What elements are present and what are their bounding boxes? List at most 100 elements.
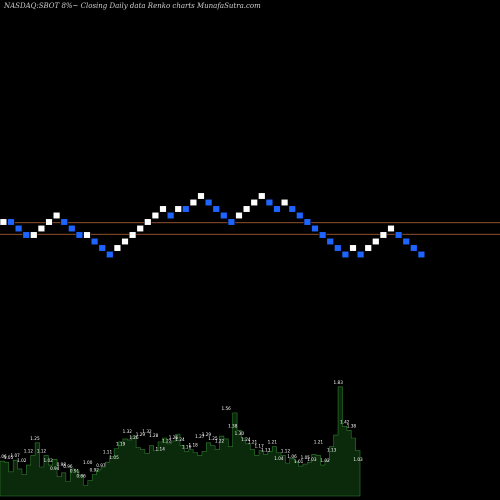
volume-label: 1.25 — [208, 436, 218, 441]
volume-label: 1.01 — [294, 459, 304, 464]
volume-labels: 1.061.051.071.021.121.251.121.020.940.98… — [0, 380, 363, 479]
renko-brick-up — [364, 244, 372, 252]
volume-label: 1.28 — [149, 433, 159, 438]
renko-brick-up — [144, 218, 152, 226]
volume-label: 1.21 — [314, 440, 324, 445]
volume-label: 1.42 — [340, 419, 350, 424]
volume-label: 1.83 — [334, 380, 344, 385]
volume-label: 0.91 — [70, 469, 80, 474]
volume-label: 1.04 — [274, 456, 284, 461]
volume-label: 1.38 — [347, 423, 357, 428]
renko-brick-down — [22, 231, 30, 239]
renko-brick-up — [174, 205, 182, 213]
renko-brick-up — [136, 224, 144, 233]
volume-label: 1.12 — [24, 448, 34, 453]
volume-label: 1.25 — [30, 436, 40, 441]
volume-label: 1.05 — [301, 455, 311, 460]
renko-brick-down — [296, 211, 304, 220]
renko-brick-down — [60, 218, 68, 226]
chart-title: NASDAQ:SBOT 8%~ Closing Daily data Renko… — [4, 2, 261, 10]
renko-brick-down — [265, 198, 274, 207]
renko-brick-up — [45, 218, 53, 226]
renko-brick-up — [52, 211, 61, 220]
volume-label: 1.27 — [195, 434, 205, 439]
volume-label: 0.96 — [63, 464, 73, 469]
renko-brick-down — [334, 244, 342, 252]
renko-brick-down — [98, 244, 106, 252]
renko-brick-down — [75, 231, 84, 239]
renko-brick-up — [379, 231, 388, 239]
volume-area — [0, 386, 361, 497]
volume-label: 1.12 — [37, 448, 47, 453]
renko-brick-down — [318, 231, 327, 239]
volume-label: 0.86 — [76, 474, 86, 479]
renko-brick-up — [197, 192, 205, 200]
renko-brick-up — [235, 211, 243, 220]
volume-label: 1.22 — [162, 439, 172, 444]
volume-label: 1.06 — [287, 454, 297, 459]
renko-brick-up — [151, 211, 160, 220]
renko-brick-down — [303, 218, 312, 226]
volume-label: 1.29 — [136, 432, 146, 437]
volume-label: 1.24 — [241, 437, 251, 442]
renko-brick-down — [90, 237, 99, 246]
renko-brick-down — [106, 250, 114, 259]
volume-label: 1.21 — [248, 440, 258, 445]
volume-label: 1.30 — [235, 431, 245, 436]
renko-brick-up — [37, 224, 46, 233]
renko-brick-down — [341, 250, 350, 259]
volume-label: 1.13 — [261, 447, 271, 452]
renko-brick-up — [189, 198, 198, 207]
renko-bricks — [0, 192, 426, 259]
volume-label: 1.06 — [0, 454, 7, 459]
volume-label: 1.26 — [129, 435, 139, 440]
volume-label: 1.19 — [116, 442, 126, 447]
volume-label: 1.02 — [320, 458, 330, 463]
renko-brick-up — [113, 244, 122, 252]
renko-brick-down — [204, 198, 213, 207]
volume-label: 1.16 — [182, 445, 192, 450]
volume-label: 1.11 — [103, 449, 113, 454]
volume-label: 1.02 — [43, 458, 53, 463]
renko-brick-down — [68, 224, 76, 233]
volume-label: 1.02 — [17, 458, 27, 463]
volume-label: 1.05 — [4, 455, 14, 460]
renko-brick-down — [356, 250, 365, 259]
renko-brick-down — [410, 244, 418, 252]
renko-brick-up — [372, 237, 380, 246]
renko-brick-up — [349, 244, 357, 252]
volume-panel — [0, 386, 361, 497]
renko-brick-up — [387, 224, 395, 233]
renko-brick-up — [121, 237, 129, 246]
renko-brick-down — [417, 250, 426, 259]
volume-label: 1.00 — [83, 460, 93, 465]
renko-brick-down — [166, 211, 175, 220]
volume-label: 1.07 — [11, 453, 21, 458]
volume-label: 0.98 — [57, 462, 67, 467]
volume-label: 0.97 — [96, 463, 106, 468]
volume-label: 1.22 — [215, 439, 225, 444]
volume-label: 1.56 — [221, 406, 231, 411]
volume-label: 1.38 — [228, 423, 238, 428]
volume-label: 1.12 — [281, 448, 291, 453]
renko-brick-up — [258, 192, 266, 200]
renko-brick-up — [242, 205, 251, 213]
renko-brick-up — [83, 231, 91, 239]
volume-label: 1.32 — [142, 429, 152, 434]
volume-label: 1.32 — [123, 429, 133, 434]
volume-label: 1.03 — [353, 457, 363, 462]
volume-label: 1.05 — [109, 455, 119, 460]
renko-brick-down — [394, 231, 403, 239]
renko-brick-up — [159, 205, 167, 213]
renko-brick-up — [250, 198, 258, 207]
renko-brick-down — [402, 237, 410, 246]
volume-label: 1.26 — [169, 435, 179, 440]
volume-label: 1.29 — [202, 432, 212, 437]
renko-brick-up — [0, 218, 8, 226]
volume-label: 1.13 — [327, 447, 337, 452]
renko-brick-down — [220, 211, 228, 220]
renko-brick-down — [7, 218, 15, 226]
volume-label: 1.03 — [307, 457, 317, 462]
renko-brick-down — [14, 224, 23, 233]
